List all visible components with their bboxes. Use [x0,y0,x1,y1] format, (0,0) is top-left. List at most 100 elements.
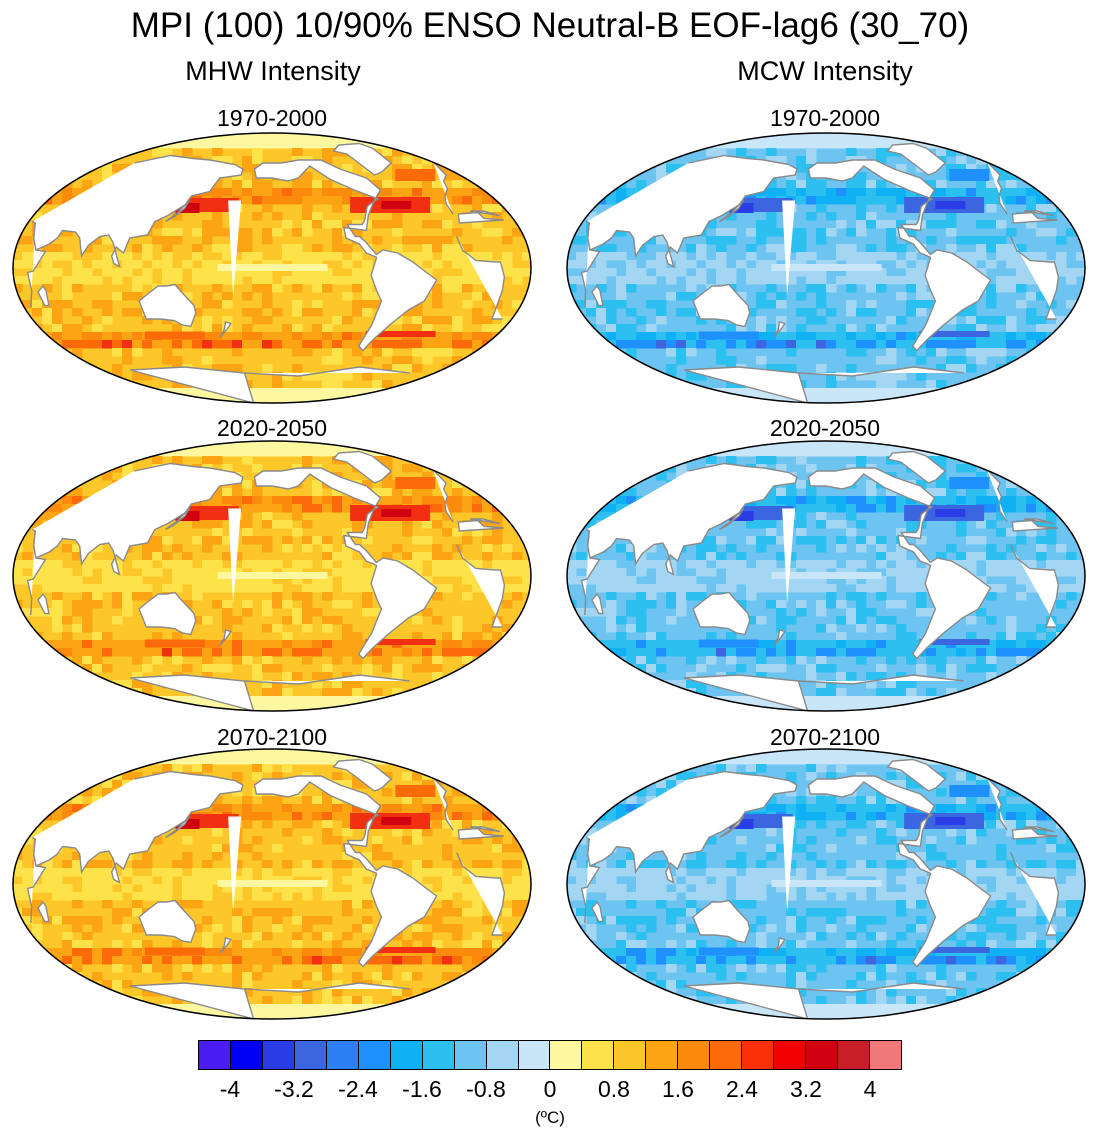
land-australia [138,591,197,636]
map-border [566,748,1086,1020]
colorbar-bin-15 [678,1041,711,1069]
land-madagascar [591,284,604,307]
colorbar-bin-12 [582,1041,615,1069]
map-border [12,440,532,712]
land-africa [580,827,1060,936]
land-eurasia [586,462,1054,576]
map-mcw-1970-2000 [566,132,1086,404]
land-africa [580,211,1060,320]
land-americas [253,467,438,660]
ocean-field [13,749,531,1019]
ocean-field [567,441,1085,711]
land-antarctica [684,366,964,403]
land-japan [165,816,191,839]
land-greenland [886,450,947,484]
land-antarctica [130,366,410,403]
land-australia [692,591,751,636]
figure-title: MPI (100) 10/90% ENSO Neutral-B EOF-lag6… [130,6,970,45]
land-australia [138,899,197,944]
panel-label-mhw-1: 1970-2000 [217,105,327,131]
land-eurasia [586,154,1054,268]
panel-label-mcw-1: 1970-2000 [770,105,880,131]
panel-label-mhw-3: 2070-2100 [217,724,327,750]
land-madagascar [37,900,50,923]
colorbar-bin-21 [870,1041,901,1069]
colorbar-bin-3 [294,1041,327,1069]
ocean-field [13,133,531,403]
colorbar-tick-label: -0.8 [466,1076,506,1102]
land-madagascar [37,592,50,615]
map-border [566,440,1086,712]
colorbar-bin-10 [518,1041,551,1069]
land-greenland [332,450,393,484]
ocean-field [567,133,1085,403]
colorbar-tick-label: 1.6 [662,1076,694,1102]
map-mhw-2070-2100 [12,748,532,1020]
land-australia [692,899,751,944]
land-greenland [332,758,393,792]
land-newzealand [773,321,786,338]
land-africa [26,827,506,936]
colorbar-bin-6 [390,1041,423,1069]
land-antarctica [130,982,410,1019]
colorbar-bin-16 [710,1041,743,1069]
colorbar-bin-4 [326,1041,359,1069]
panel-label-mcw-2: 2020-2050 [770,415,880,441]
colorbar-tick-label: -4 [219,1076,241,1102]
colorbar-tick-label: -1.6 [402,1076,442,1102]
colorbar-tick-label: -3.2 [274,1076,314,1102]
map-mcw-2070-2100 [566,748,1086,1020]
land-eurasia [586,770,1054,884]
land-newzealand [219,937,232,954]
land-antarctica [684,982,964,1019]
land-eurasia [32,770,500,884]
land-newzealand [773,937,786,954]
colorbar-bin-1 [230,1041,263,1069]
map-mhw-1970-2000 [12,132,532,404]
land-americas [807,467,992,660]
land-americas [807,775,992,968]
land-americas [253,775,438,968]
colorbar-bin-8 [454,1041,487,1069]
colorbar-tick-label: -2.4 [338,1076,378,1102]
land-africa [26,211,506,320]
land-japan [165,508,191,531]
land-newzealand [219,629,232,646]
panel-label-mcw-3: 2070-2100 [770,724,880,750]
panel-label-mhw-2: 2020-2050 [217,415,327,441]
colorbar-tick-label: 3.2 [790,1076,822,1102]
colorbar-tick-label: 4 [863,1076,877,1102]
colorbar-tick-label: 0.8 [598,1076,630,1102]
map-border [12,132,532,404]
land-japan [719,508,745,531]
map-border [566,132,1086,404]
land-greenland [332,142,393,176]
land-eurasia [32,462,500,576]
colorbar-bin-18 [774,1041,807,1069]
land-japan [719,200,745,223]
land-japan [719,816,745,839]
land-greenland [886,142,947,176]
colorbar-tick-label: 2.4 [726,1076,758,1102]
land-newzealand [773,629,786,646]
ocean-field [567,749,1085,1019]
land-australia [138,283,197,328]
colorbar [198,1040,902,1070]
land-americas [253,159,438,352]
colorbar-unit: (ºC) [535,1108,565,1127]
land-japan [165,200,191,223]
land-newzealand [219,321,232,338]
land-australia [692,283,751,328]
colorbar-bin-14 [646,1041,679,1069]
land-madagascar [591,592,604,615]
land-eurasia [32,154,500,268]
colorbar-bin-7 [422,1041,455,1069]
colorbar-tick-label: 0 [543,1076,557,1102]
colorbar-bin-17 [742,1041,775,1069]
land-antarctica [130,674,410,711]
column-title-mhw: MHW Intensity [185,56,361,86]
colorbar-bin-13 [614,1041,647,1069]
land-africa [580,519,1060,628]
colorbar-bin-5 [358,1041,391,1069]
map-border [12,748,532,1020]
